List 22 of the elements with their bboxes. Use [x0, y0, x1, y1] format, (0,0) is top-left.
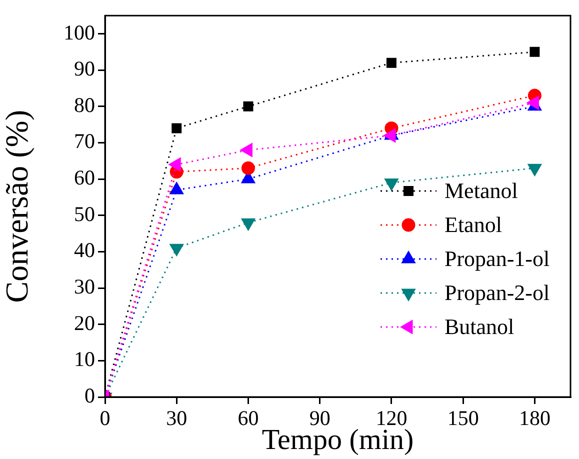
y-axis-title: Conversão (%) [0, 110, 35, 303]
y-tick-label: 90 [74, 56, 95, 81]
y-tick-label: 70 [74, 129, 95, 154]
x-tick-label: 150 [447, 406, 479, 430]
x-tick-label: 0 [100, 406, 110, 430]
x-tick-label: 180 [518, 406, 550, 430]
legend-label: Propan-1-ol [444, 246, 550, 271]
y-tick-label: 80 [74, 92, 95, 117]
y-tick-label: 100 [64, 20, 95, 44]
y-tick-label: 50 [74, 202, 95, 226]
legend-label: Propan-2-ol [444, 280, 550, 305]
legend-label: Metanol [444, 178, 518, 203]
y-tick-label: 0 [84, 384, 95, 408]
y-tick-label: 40 [74, 238, 95, 262]
legend-label: Butanol [444, 314, 514, 339]
y-tick-label: 20 [74, 310, 95, 335]
legend-label: Etanol [444, 212, 502, 237]
x-tick-label: 30 [166, 406, 188, 430]
x-tick-label: 60 [238, 406, 259, 430]
y-tick-label: 30 [74, 274, 95, 299]
y-tick-label: 10 [74, 347, 95, 372]
y-tick-label: 60 [74, 166, 95, 190]
